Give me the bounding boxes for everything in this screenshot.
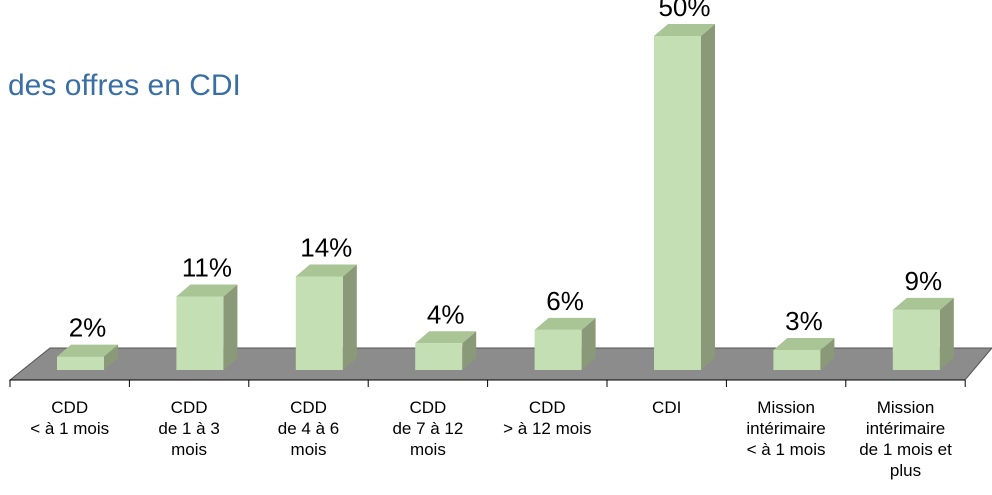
x-tick-label: mois — [171, 440, 207, 459]
bar-front — [176, 296, 224, 370]
bar-top — [57, 344, 118, 357]
bar-front — [415, 343, 463, 370]
value-label: 14% — [300, 232, 352, 262]
bar — [415, 331, 477, 370]
bar-side — [701, 24, 715, 370]
bar-top — [773, 337, 835, 350]
x-tick-label: intérimaire — [746, 419, 825, 438]
x-tick-label: Mission — [757, 398, 815, 417]
bar-top — [892, 297, 954, 310]
bar-front — [773, 349, 821, 370]
x-tick-label: CDD — [51, 398, 88, 417]
bar-front — [295, 276, 343, 370]
value-label: 50% — [658, 0, 710, 22]
bar-side — [820, 337, 835, 370]
bar-side — [581, 317, 596, 370]
bar — [534, 317, 596, 370]
bar-front — [892, 309, 940, 370]
x-tick-label: CDD — [290, 398, 327, 417]
bar-side — [939, 297, 954, 370]
bar-front — [534, 329, 582, 370]
value-label: 6% — [546, 286, 584, 316]
bar-top — [654, 24, 715, 36]
bar-top — [415, 331, 477, 344]
x-tick-label: de 1 mois et — [859, 440, 952, 459]
bar-side — [104, 344, 118, 370]
bar — [892, 297, 954, 370]
x-tick-label: < à 1 mois — [747, 440, 826, 459]
x-tick-label: intérimaire — [866, 419, 945, 438]
x-tick-label: de 4 à 6 — [278, 419, 339, 438]
bar — [57, 344, 118, 370]
x-tick-label: < à 1 mois — [30, 419, 109, 438]
bar-side — [462, 331, 477, 370]
bar-top — [176, 284, 238, 297]
bar-side — [342, 264, 357, 370]
x-tick-label: CDI — [652, 398, 681, 417]
x-tick-label: de 1 à 3 — [158, 419, 219, 438]
x-tick-label: CDD — [529, 398, 566, 417]
x-tick-label: CDD — [171, 398, 208, 417]
bar — [654, 24, 715, 370]
bar-front — [654, 36, 701, 370]
value-label: 4% — [427, 299, 465, 329]
x-tick-label: mois — [291, 440, 327, 459]
value-label: 9% — [905, 266, 943, 296]
chart-title: des offres en CDI — [8, 69, 241, 102]
value-label: 2% — [69, 313, 107, 343]
bar-side — [223, 284, 238, 370]
bar-top — [534, 317, 596, 330]
floor — [8, 347, 992, 381]
x-tick-label: > à 12 mois — [503, 419, 591, 438]
bar — [176, 284, 238, 370]
bar-top — [295, 264, 357, 277]
x-tick-label: CDD — [409, 398, 446, 417]
bar — [773, 337, 835, 370]
bar-front — [57, 356, 104, 370]
value-label: 11% — [182, 253, 232, 283]
value-label: 3% — [785, 306, 823, 336]
bar — [295, 264, 357, 370]
x-tick-label: plus — [890, 461, 921, 480]
x-tick-label: Mission — [877, 398, 935, 417]
x-tick-label: mois — [410, 440, 446, 459]
x-tick-label: de 7 à 12 — [392, 419, 463, 438]
